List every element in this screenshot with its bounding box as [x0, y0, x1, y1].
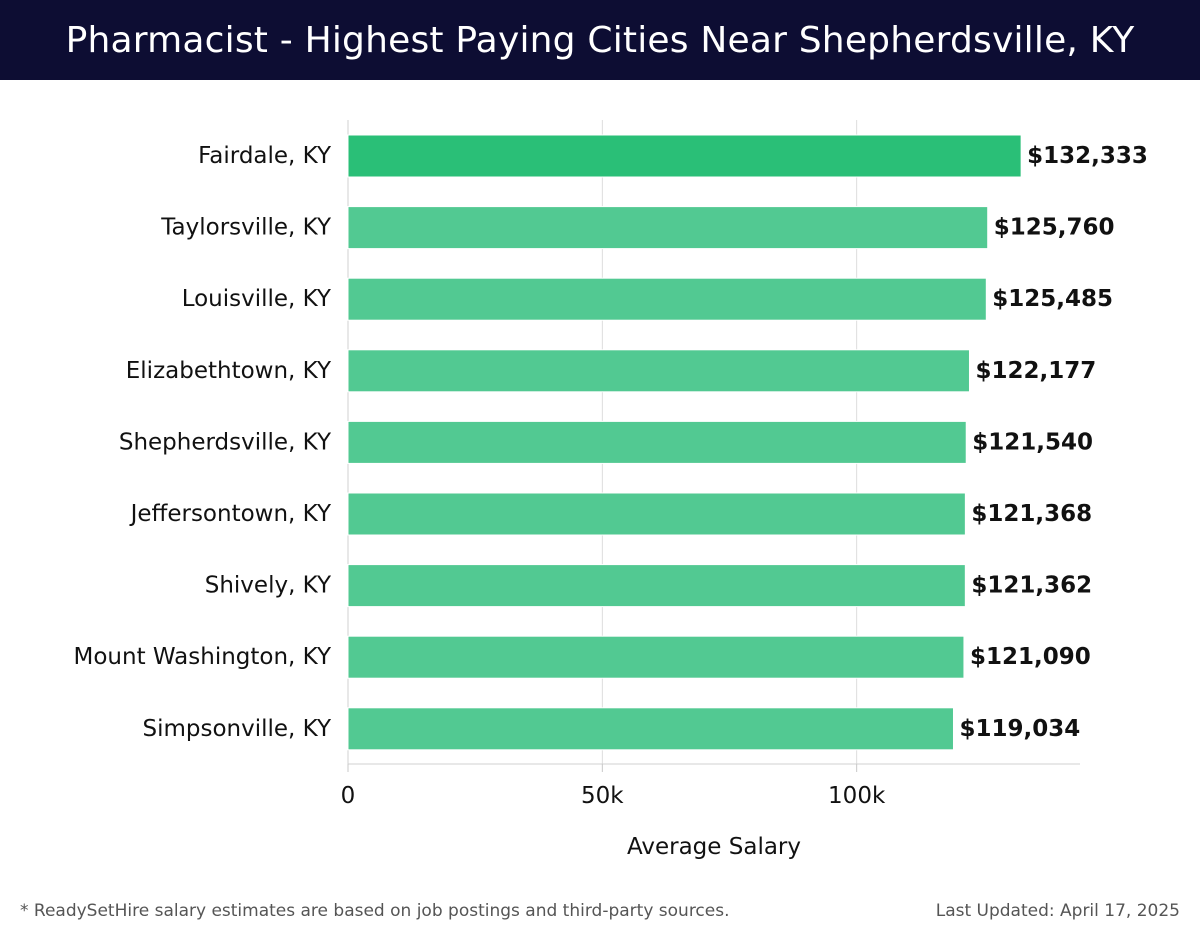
data-label: $119,034: [959, 716, 1080, 742]
bar: [347, 564, 966, 608]
category-label: Mount Washington, KY: [74, 644, 332, 670]
chart-header: Pharmacist - Highest Paying Cities Near …: [0, 0, 1200, 80]
bar: [347, 635, 965, 679]
data-label: $132,333: [1027, 143, 1148, 169]
category-label: Shepherdsville, KY: [119, 429, 332, 455]
data-label: $125,485: [992, 286, 1113, 312]
category-label: Elizabethtown, KY: [126, 358, 332, 384]
footer-note: * ReadySetHire salary estimates are base…: [20, 901, 730, 921]
last-updated: Last Updated: April 17, 2025: [935, 901, 1180, 921]
salary-bar-chart: Fairdale, KY $132,333 Taylorsville, KY $125…: [74, 120, 1148, 860]
x-tick-label: 0: [341, 783, 356, 809]
data-label: $125,760: [994, 215, 1115, 241]
data-label: $121,540: [972, 429, 1093, 455]
bar: [347, 349, 970, 393]
bar: [347, 707, 954, 751]
category-label: Fairdale, KY: [198, 143, 332, 169]
category-label: Simpsonville, KY: [143, 716, 332, 742]
x-tick-label: 50k: [581, 783, 624, 809]
x-tick-label: 100k: [828, 783, 886, 809]
data-label: $121,368: [971, 501, 1092, 527]
bar: [347, 134, 1022, 178]
category-label: Shively, KY: [205, 573, 332, 599]
bar: [347, 420, 967, 464]
bar: [347, 492, 966, 536]
category-label: Taylorsville, KY: [160, 215, 332, 241]
x-axis-title: Average Salary: [627, 834, 801, 860]
chart-title: Pharmacist - Highest Paying Cities Near …: [65, 19, 1135, 61]
category-label: Louisville, KY: [182, 286, 332, 312]
bar: [347, 277, 987, 321]
category-label: Jeffersontown, KY: [129, 501, 332, 527]
data-label: $122,177: [975, 358, 1096, 384]
data-label: $121,090: [970, 644, 1091, 670]
data-label: $121,362: [971, 573, 1092, 599]
bar: [347, 206, 989, 250]
